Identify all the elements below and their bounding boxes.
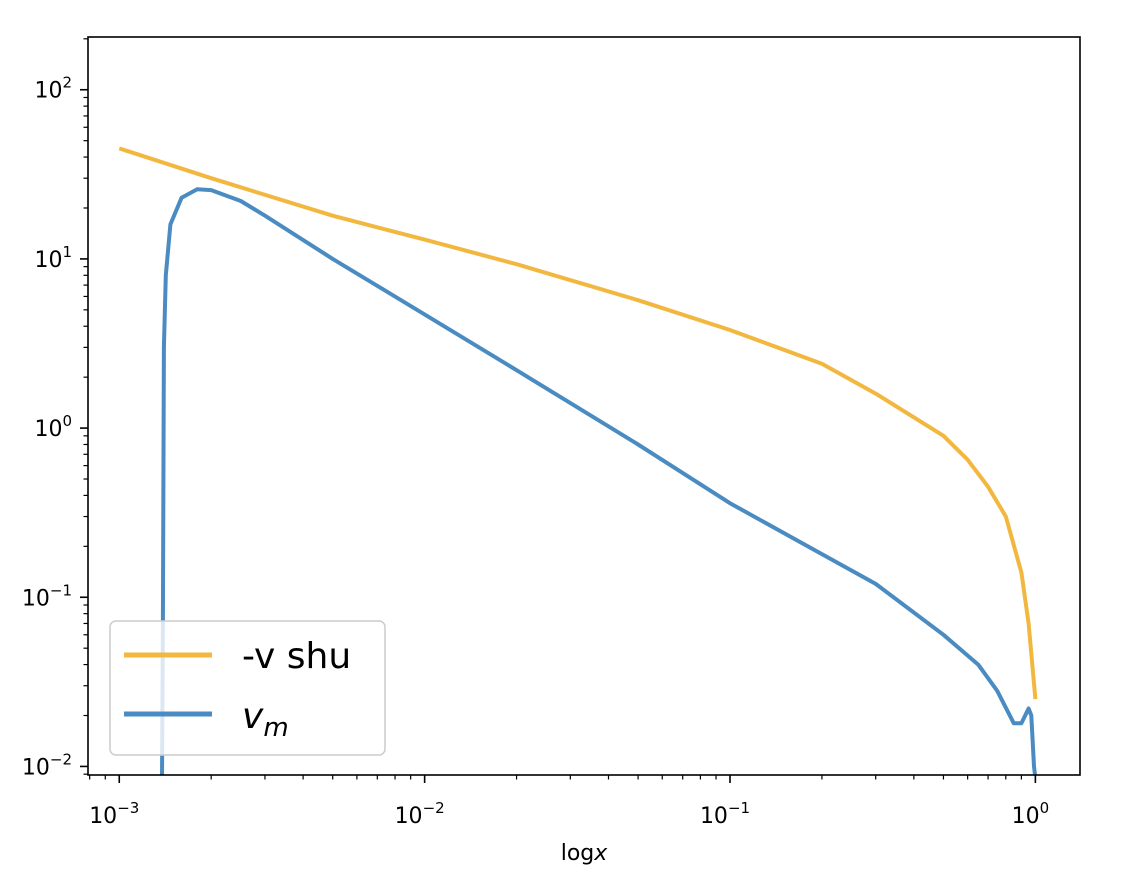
- y-tick-label: 102: [34, 74, 72, 104]
- x-tick-label: 10−3: [89, 799, 139, 829]
- plot-frame: [87, 36, 1081, 776]
- legend-label-shu: -v shu: [242, 636, 351, 677]
- x-tick-label: 100: [1012, 799, 1050, 829]
- x-tick-label: 10−1: [700, 799, 750, 829]
- series-line-shu: [118, 146, 1038, 700]
- series-layer: [118, 146, 1038, 775]
- ticks-layer: 10−3 10−2 10−1 100 10−2 10−1 100 101 102: [22, 38, 1050, 829]
- x-tick-label: 10−2: [395, 799, 445, 829]
- y-tick-label: 10−1: [22, 581, 72, 611]
- y-tick-label: 100: [34, 412, 72, 442]
- series-line-vm: [160, 187, 1038, 775]
- legend-label-vm: vm: [242, 696, 289, 743]
- y-tick-label: 101: [34, 243, 72, 273]
- y-tick-label: 10−2: [22, 750, 72, 780]
- x-axis-label: logx: [561, 841, 609, 866]
- legend: -v shu vm: [109, 620, 386, 756]
